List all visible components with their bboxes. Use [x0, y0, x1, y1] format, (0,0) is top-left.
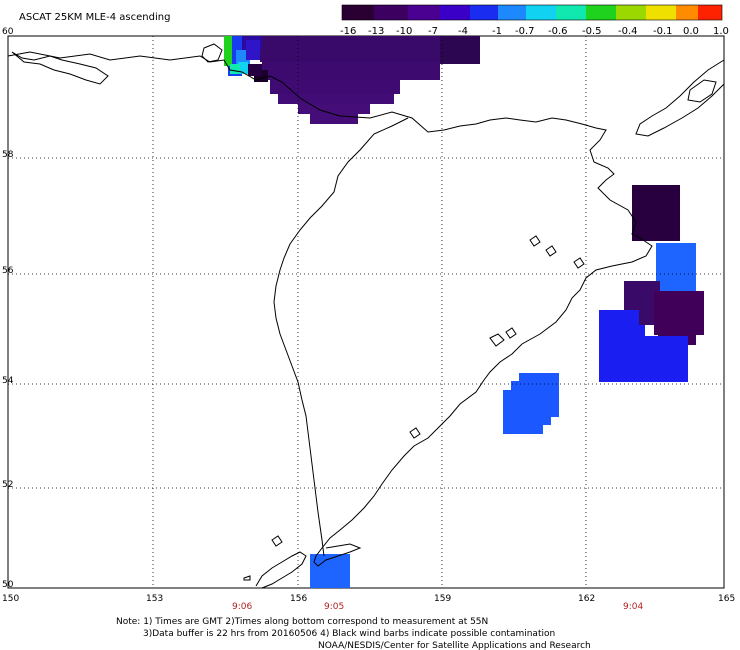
coastline-main: [7, 51, 653, 567]
colorbar-seg-0: [342, 5, 374, 20]
swath-cell: [238, 62, 248, 74]
lon-label-162: 162: [578, 594, 595, 604]
coastline-islet: [409, 427, 421, 439]
swath-cell: [298, 104, 370, 114]
swath-cell: [654, 291, 704, 335]
colorbar-seg-3: [440, 5, 470, 20]
coastline-west: [273, 117, 409, 557]
lat-label-54: 54: [2, 376, 14, 386]
colorbar-tick-6: -0.7: [515, 26, 535, 37]
colorbar-seg-5: [498, 5, 526, 20]
colorbar-frame: [341, 4, 723, 21]
swath-cell: [224, 36, 232, 66]
lat-label-52: 52: [2, 480, 13, 490]
colorbar-tick-11: 0.0: [683, 26, 699, 37]
colorbar: -16 -13 -10 -7 -4 -1 -0.7 -0.6 -0.5 -0.4…: [340, 4, 729, 37]
swath-cell: [246, 40, 260, 60]
colorbar-seg-4: [470, 5, 498, 20]
swath-cell: [278, 94, 394, 104]
swath-cell: [599, 310, 639, 382]
wind-data-layer: [224, 36, 704, 588]
colorbar-tick-1: -13: [368, 26, 384, 37]
swath-cell: [625, 325, 645, 339]
note-line-2: 3)Data buffer is 22 hrs from 20160506 4)…: [143, 629, 555, 639]
coastline-islet: [271, 535, 283, 547]
coastline-island-east: [687, 79, 717, 103]
colorbar-seg-12: [698, 5, 722, 20]
colorbar-seg-10: [646, 5, 676, 20]
coastline-islet: [489, 333, 505, 347]
colorbar-tick-12: 1.0: [713, 26, 729, 37]
lon-label-150: 150: [2, 594, 19, 604]
note-line-1: Note: 1) Times are GMT 2)Times along bot…: [116, 617, 488, 627]
swath-cell: [310, 114, 358, 124]
lon-label-165: 165: [718, 594, 735, 604]
lat-label-56: 56: [2, 266, 14, 276]
kamchatka-upper-swath: [632, 185, 680, 241]
swath-cell: [262, 62, 440, 80]
swath-cell: [639, 336, 688, 382]
southern-blue-swath: [310, 554, 350, 588]
coastline-south: [255, 551, 307, 589]
colorbar-tick-5: -1: [492, 26, 502, 37]
colorbar-tick-10: -0.1: [653, 26, 673, 37]
swath-cell: [503, 390, 543, 434]
time-label-3: 9:04: [623, 602, 643, 612]
lon-label-156: 156: [290, 594, 307, 604]
colorbar-tick-4: -4: [458, 26, 468, 37]
lon-label-159: 159: [434, 594, 451, 604]
colorbar-seg-2: [408, 5, 440, 20]
coastline-island-small: [201, 43, 223, 63]
colorbar-seg-11: [676, 5, 698, 20]
northern-swath: [224, 36, 480, 124]
coastline: [7, 43, 725, 589]
lon-label-153: 153: [146, 594, 163, 604]
colorbar-tick-3: -7: [428, 26, 438, 37]
colorbar-tick-8: -0.5: [582, 26, 602, 37]
lat-label-58: 58: [2, 150, 14, 160]
coastline-islet: [545, 245, 557, 257]
colorbar-tick-0: -16: [340, 26, 356, 37]
kamchatka-lower-swath: [599, 310, 688, 382]
colorbar-seg-9: [616, 5, 646, 20]
central-blue-swath: [503, 373, 559, 434]
lat-label-60: 60: [2, 27, 14, 37]
coastline-islet: [243, 575, 251, 581]
swath-cell: [270, 80, 400, 94]
coastline-islet: [529, 235, 541, 247]
swath-cell: [230, 64, 240, 74]
colorbar-seg-6: [526, 5, 556, 20]
colorbar-tick-7: -0.6: [548, 26, 568, 37]
kamchatka-blue-swath: [656, 243, 696, 291]
map-title: ASCAT 25KM MLE-4 ascending: [19, 12, 170, 23]
note-line-3: NOAA/NESDIS/Center for Satellite Applica…: [318, 641, 591, 650]
coastline-islet: [505, 327, 517, 339]
lat-label-50: 50: [2, 580, 14, 590]
swath-cell: [248, 64, 262, 76]
swath-cell: [440, 36, 480, 64]
colorbar-seg-1: [374, 5, 408, 20]
colorbar-tick-2: -10: [396, 26, 412, 37]
time-label-2: 9:05: [324, 602, 344, 612]
coastline-islet: [573, 257, 585, 269]
time-label-1: 9:06: [232, 602, 252, 612]
coastline-peninsula: [635, 59, 725, 137]
colorbar-seg-8: [586, 5, 616, 20]
colorbar-tick-9: -0.4: [618, 26, 638, 37]
colorbar-seg-7: [556, 5, 586, 20]
coastline-island-north: [11, 51, 109, 85]
graticule: [8, 36, 724, 588]
